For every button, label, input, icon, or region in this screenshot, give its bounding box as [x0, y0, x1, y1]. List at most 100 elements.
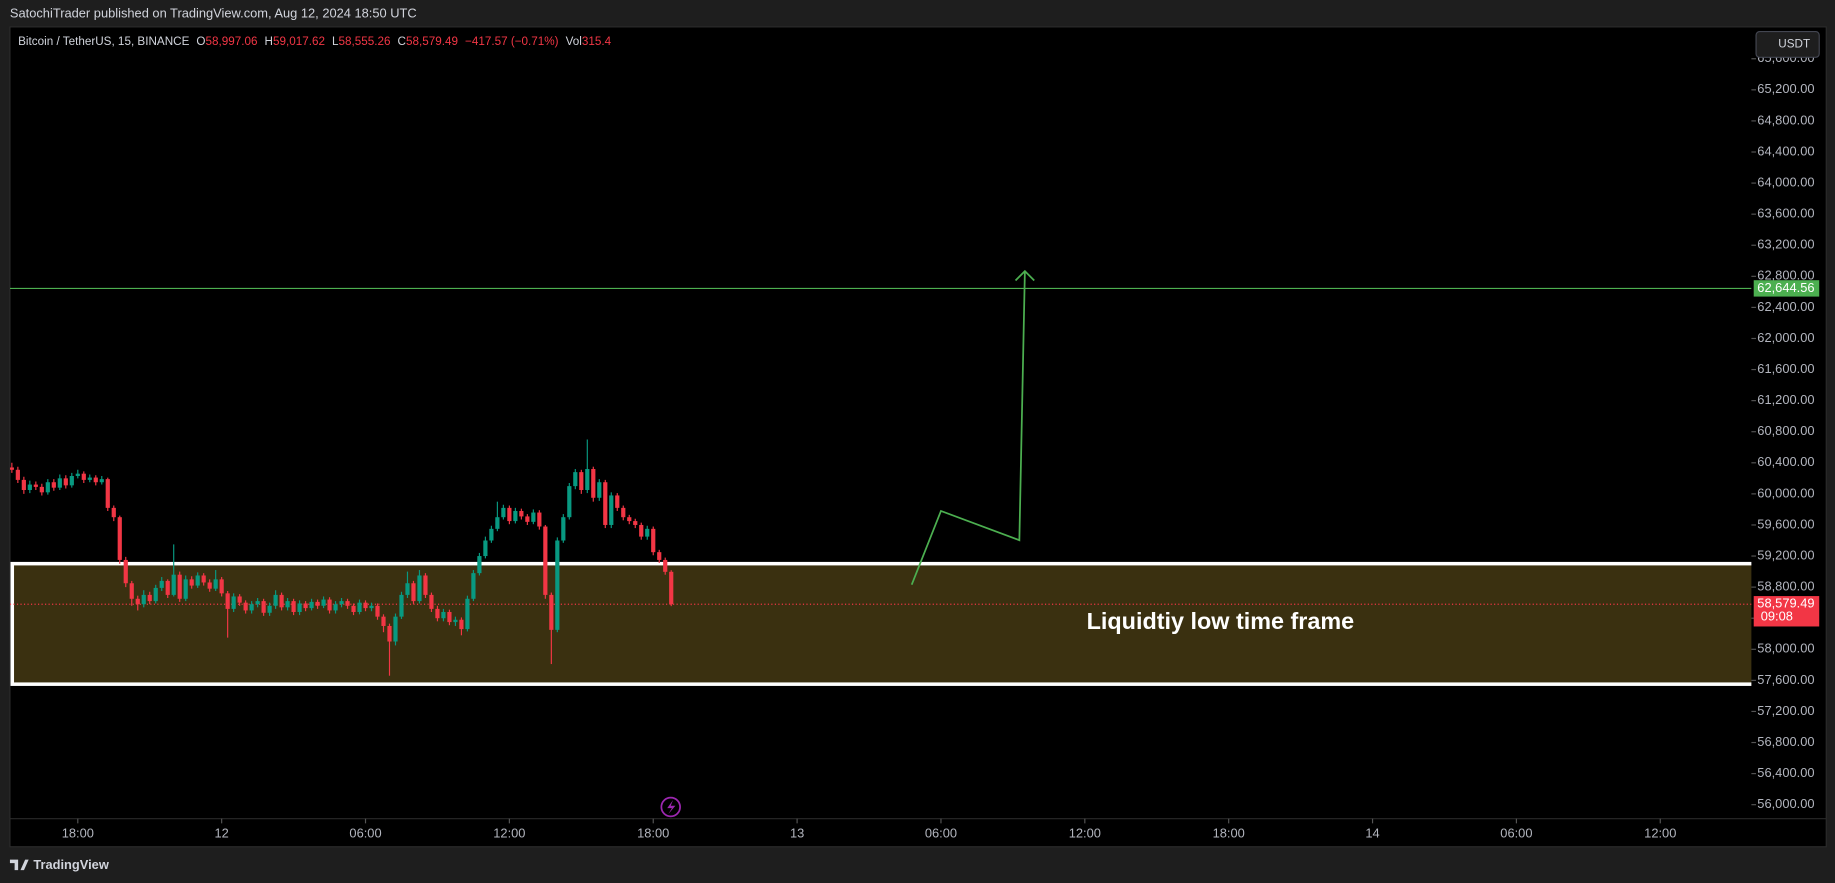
- projection-path: [910, 271, 1026, 586]
- change: −417.57 (−0.71%): [465, 35, 559, 48]
- candle-body: [93, 477, 98, 483]
- axes: 56,000.00 56,400.00 56,800.00 57,200.00 57,6…: [62, 50, 1820, 840]
- candle-body: [297, 603, 302, 612]
- candle-body: [33, 484, 38, 487]
- candle-body: [327, 599, 332, 611]
- candle-body: [603, 482, 608, 525]
- y-tick-label: 56,800.00: [1757, 734, 1814, 749]
- candle-body: [561, 517, 566, 541]
- candle-body: [231, 596, 236, 609]
- candle-body: [219, 579, 224, 594]
- y-tick-label: 63,600.00: [1757, 206, 1814, 221]
- candle-body: [213, 579, 218, 589]
- candle-body: [117, 517, 122, 560]
- candle-body: [39, 486, 44, 493]
- candle-body: [375, 605, 380, 617]
- candle-body: [345, 601, 350, 606]
- x-tick-label: 12:00: [1069, 825, 1101, 840]
- candle-body: [453, 619, 458, 623]
- candle-body: [447, 611, 452, 623]
- candle-body: [57, 478, 62, 488]
- candle-body: [621, 507, 626, 518]
- y-tick-label: 56,000.00: [1757, 796, 1814, 811]
- x-tick-label: 12: [214, 825, 228, 840]
- candle-body: [483, 540, 488, 557]
- label: O: [196, 35, 205, 48]
- x-tick-label: 12:00: [1644, 825, 1676, 840]
- label: L: [332, 35, 339, 48]
- candle-body: [153, 587, 158, 602]
- currency-button[interactable]: [1755, 30, 1820, 58]
- value: 58,997.06: [206, 35, 258, 48]
- candle-body: [339, 601, 344, 605]
- x-tick-label: 18:00: [1213, 825, 1245, 840]
- value: 58,555.26: [339, 35, 391, 48]
- candle-body: [243, 602, 248, 611]
- y-tick-label: 59,200.00: [1757, 547, 1814, 562]
- candle-body: [27, 484, 32, 490]
- candle-body: [285, 601, 290, 608]
- candle-body: [9, 467, 14, 470]
- candle-body: [507, 507, 512, 522]
- y-tick-label: 62,000.00: [1757, 330, 1814, 345]
- candle-body: [129, 583, 134, 599]
- label: C: [398, 35, 406, 48]
- candle-body: [639, 524, 644, 537]
- candle-body: [387, 625, 392, 642]
- hline-price-box: [1753, 280, 1820, 297]
- candle-body: [63, 478, 68, 486]
- candle-body: [333, 604, 338, 611]
- x-tick-label: 06:00: [925, 825, 957, 840]
- candle-body: [471, 573, 476, 599]
- candle-body: [663, 559, 668, 572]
- candle-body: [513, 510, 518, 522]
- candle-body: [45, 482, 50, 493]
- candle-body: [501, 507, 506, 518]
- candle-body: [183, 579, 188, 599]
- candle-body: [627, 517, 632, 522]
- candle-body: [357, 602, 362, 612]
- candle-body: [591, 469, 596, 498]
- y-tick-label: 57,600.00: [1757, 672, 1814, 687]
- y-tick-label: 62,800.00: [1757, 268, 1814, 283]
- candle-body: [69, 476, 74, 486]
- header: SatochiTrader published on TradingView.c…: [10, 5, 417, 20]
- candle-body: [225, 593, 230, 609]
- candle-body: [201, 575, 206, 583]
- y-tick-label: 58,000.00: [1757, 641, 1814, 656]
- currency-button-label[interactable]: USDT: [1778, 38, 1810, 51]
- y-tick-label: 64,800.00: [1757, 112, 1814, 127]
- label: H: [265, 35, 273, 48]
- value: 58,579.49: [406, 35, 458, 48]
- candle-body: [441, 611, 446, 619]
- candle-body: [123, 559, 128, 584]
- plot: Liquidtiy low time frame: [9, 269, 1752, 686]
- x-tick-label: 14: [1365, 825, 1379, 840]
- candle-body: [543, 526, 548, 595]
- x-tick-label: 13: [790, 825, 804, 840]
- countdown-label: 09:08: [1761, 609, 1793, 624]
- x-tick-label: 18:00: [637, 825, 669, 840]
- candle-body: [171, 574, 176, 595]
- x-tick-label: 18:00: [62, 825, 94, 840]
- y-tick-label: 56,400.00: [1757, 765, 1814, 780]
- y-tick-label: 60,000.00: [1757, 485, 1814, 500]
- candle-body: [537, 512, 542, 527]
- y-tick-label: 59,600.00: [1757, 516, 1814, 531]
- candle-body: [279, 594, 284, 608]
- value: 315.4: [582, 35, 612, 48]
- candle-body: [177, 574, 182, 599]
- candle-body: [255, 601, 260, 605]
- legend: Bitcoin / TetherUS, 15, BINANCE O58,997.0…: [18, 35, 611, 48]
- zone-label: Liquidtiy low time frame: [1087, 608, 1355, 634]
- label: Vol: [566, 35, 582, 48]
- candle-body: [87, 477, 92, 480]
- symbol: Bitcoin / TetherUS, 15, BINANCE: [18, 35, 189, 48]
- x-tick-label: 06:00: [349, 825, 381, 840]
- candle-body: [651, 528, 656, 553]
- candle-body: [459, 619, 464, 630]
- candle-body: [555, 540, 560, 630]
- value: 59,017.62: [273, 35, 325, 48]
